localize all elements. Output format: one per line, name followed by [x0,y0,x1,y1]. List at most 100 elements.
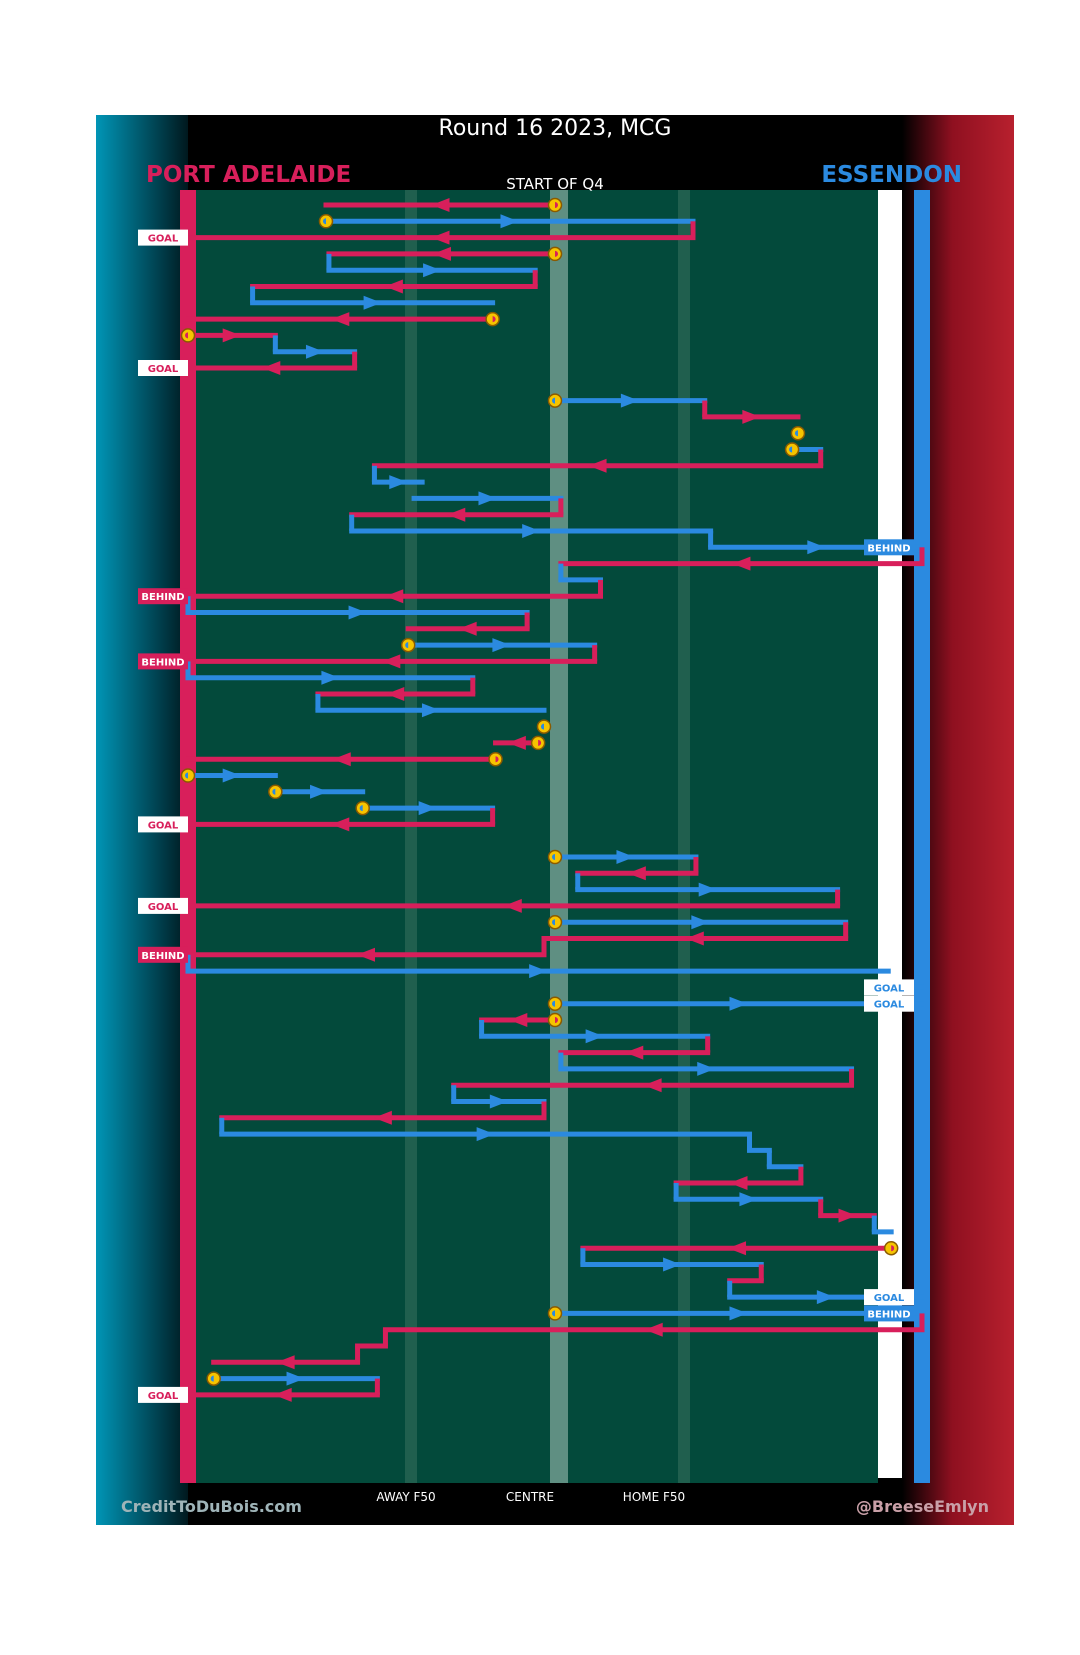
stoppage-half [492,316,496,323]
stoppage-half [185,772,188,779]
score-badge [864,979,914,996]
stoppage-half [272,788,276,795]
score-label: GOAL [148,1391,179,1402]
score-badge [138,897,188,914]
score-label: BEHIND [141,592,184,603]
flow-arrow [447,507,466,522]
flow-arrow [500,214,519,229]
score-label: GOAL [148,234,179,245]
flow-arrow [384,279,403,294]
score-label: GOAL [148,820,179,831]
score-labels: GOAL GOAL BEHIND BEHIND BEHIND GOAL GOAL BEHIND… [138,229,914,1403]
flow-arrow [685,931,704,946]
flow-arrow [321,670,340,685]
flow-arrow [421,703,440,718]
x-tick-home-f50: HOME F50 [622,1490,686,1504]
home-team-label: PORT ADELAIDE [146,162,352,188]
flow-arrow [305,344,324,359]
stoppage-half [552,854,555,860]
flow-arrow [697,1061,716,1076]
score-label: GOAL [874,983,905,994]
flow-arrow [331,312,350,327]
flow-arrow [616,850,635,864]
flow-arrow [273,1387,292,1402]
bottom-bar [188,1478,908,1525]
top-bar [188,115,908,190]
flow-arrow [348,605,367,620]
stoppage-half [359,805,363,812]
flow-arrow [432,246,451,261]
flow-arrow [742,409,761,424]
score-label: GOAL [148,902,179,913]
score-label: BEHIND [141,951,184,962]
stoppage-half [552,919,555,926]
stoppage-half [322,218,326,225]
flow-arrow [386,687,405,701]
pitch [194,190,878,1483]
score-badge [138,816,188,833]
score-badge [864,995,914,1012]
x-tick-away-f50: AWAY F50 [376,1490,436,1504]
credit-right: @BreeseEmlyn [855,1497,989,1516]
flow-arrow [458,621,477,636]
flow-arrow [585,1029,604,1044]
away-f50-line [405,190,417,1483]
score-label: GOAL [874,1293,905,1304]
flow-arrow [431,198,450,212]
score-badge [138,946,188,963]
score-badge [138,1386,188,1403]
essendon-goal-line [914,190,930,1483]
flow-arrow [431,230,450,245]
flow-arrow [816,1290,835,1305]
flow-paths [185,198,925,1402]
flow-arrow [418,801,437,816]
flow-arrow [698,882,717,897]
flow-arrow [643,1078,662,1093]
stoppage-circle [268,784,283,800]
score-label: GOAL [148,364,179,375]
chart-frame: GOAL GOAL BEHIND BEHIND BEHIND GOAL GOAL BEHIND… [96,115,1014,1525]
score-badge [138,360,188,376]
flow-arrow [492,638,511,653]
stoppage-half [210,1375,214,1382]
flow-arrow [356,947,375,962]
stoppage-half [552,1000,555,1007]
flow-arrow [276,1355,295,1370]
flow-arrow [363,295,382,310]
flow-arrow [620,393,639,408]
flow-arrow [423,263,442,278]
stoppage-half [405,642,409,649]
flow-arrow [476,1127,495,1142]
flow-arrow [503,898,522,913]
flow-arrow [729,1176,748,1190]
flow-arrow [332,752,351,767]
flow-arrow [807,540,826,555]
stoppage-half [540,723,544,730]
flow-arrow [373,1110,392,1125]
score-badge [864,539,914,556]
quarter-label: START OF Q4 [506,175,604,193]
score-label: GOAL [874,1000,905,1011]
flow-arrow [729,1306,748,1321]
score-badge [864,1305,914,1322]
flow-arrow [389,475,408,490]
flow-arrow [627,866,646,881]
flow-arrow [489,1094,508,1109]
flow-arrow [728,1241,747,1256]
flow-arrow [522,524,541,538]
flow-arrow [625,1045,644,1060]
stoppage-half [555,202,558,208]
stoppage-half [794,430,798,437]
flow-arrow [739,1192,758,1207]
flow-arrow [262,361,281,375]
flow-arrow [478,491,497,506]
flow-arrow [729,996,748,1011]
flow-arrow [732,556,751,571]
flow-arrow [310,784,329,799]
stoppage-half [555,1017,558,1023]
flow-arrow [222,328,241,343]
flow-arrow [382,654,401,669]
stoppage-half [789,446,793,453]
flow-arrow [385,589,404,604]
score-badge [138,229,188,246]
